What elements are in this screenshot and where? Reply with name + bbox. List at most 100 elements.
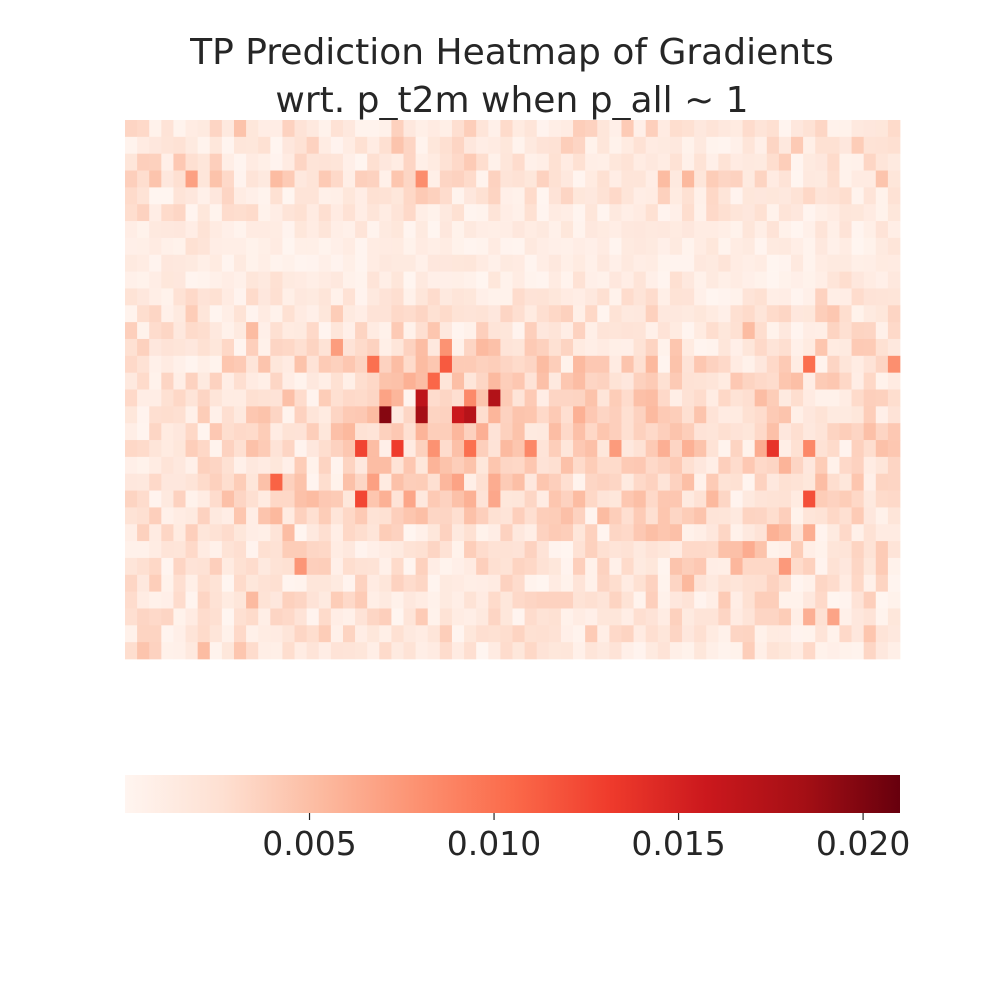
heatmap-cell <box>137 338 150 357</box>
heatmap-cell <box>221 237 235 256</box>
heatmap-cell <box>815 507 828 525</box>
heatmap-cell <box>536 490 550 508</box>
heatmap-cell <box>246 170 259 188</box>
heatmap-cell <box>887 372 901 390</box>
heatmap-cell <box>815 271 828 289</box>
heatmap-cell <box>355 608 368 626</box>
heatmap-cell <box>427 473 441 491</box>
heatmap-cell <box>391 423 404 441</box>
heatmap-cell <box>803 288 816 306</box>
heatmap-cell <box>125 406 138 424</box>
heatmap-cell <box>464 440 477 458</box>
heatmap-cell <box>306 473 320 491</box>
heatmap-cell <box>573 322 586 340</box>
heatmap-cell <box>682 557 695 576</box>
heatmap-cell <box>754 170 768 188</box>
heatmap-cell <box>754 642 768 660</box>
heatmap-cell <box>536 574 550 592</box>
heatmap-cell <box>149 305 162 323</box>
heatmap-cell <box>306 254 320 272</box>
heatmap-cell <box>887 254 901 272</box>
heatmap-cell <box>427 507 441 525</box>
heatmap-cell <box>694 153 707 171</box>
heatmap-cell <box>367 557 380 576</box>
heatmap-cell <box>863 322 877 340</box>
heatmap-cell <box>851 372 865 390</box>
heatmap-cell <box>149 507 162 525</box>
heatmap-cell <box>524 170 538 188</box>
heatmap-cell <box>718 120 731 138</box>
heatmap-cell <box>451 456 465 475</box>
heatmap-cell <box>209 625 223 643</box>
heatmap-cell <box>524 389 538 407</box>
heatmap-cell <box>318 322 332 340</box>
heatmap-cell <box>875 608 889 626</box>
heatmap-cell <box>355 136 368 155</box>
heatmap-cell <box>682 507 695 525</box>
heatmap-cell <box>125 254 138 272</box>
heatmap-cell <box>464 507 477 525</box>
heatmap-cell <box>766 440 780 458</box>
heatmap-cell <box>294 456 307 475</box>
heatmap-cell <box>609 524 622 542</box>
heatmap-cell <box>185 524 199 542</box>
heatmap-cell <box>766 221 780 239</box>
heatmap-cell <box>464 254 477 272</box>
heatmap-cell <box>427 490 441 508</box>
heatmap-cell <box>887 406 901 424</box>
heatmap-cell <box>827 136 840 155</box>
heatmap-cell <box>718 591 731 609</box>
heatmap-cell <box>694 136 707 155</box>
heatmap-cell <box>391 136 404 155</box>
heatmap-cell <box>488 254 501 272</box>
heatmap-cell <box>742 338 756 357</box>
heatmap-cell <box>694 237 707 256</box>
heatmap-cell <box>791 440 804 458</box>
heatmap-cell <box>294 507 307 525</box>
heatmap-cell <box>161 288 174 306</box>
heatmap-cell <box>355 406 368 424</box>
heatmap-cell <box>415 153 429 171</box>
heatmap-cell <box>839 524 852 542</box>
heatmap-cell <box>791 557 804 576</box>
heatmap-cell <box>803 389 816 407</box>
heatmap-cell <box>621 473 634 491</box>
heatmap-cell <box>488 574 501 592</box>
heatmap-cell <box>306 153 320 171</box>
heatmap-cell <box>887 524 901 542</box>
heatmap-cell <box>403 541 416 559</box>
heatmap-cell <box>718 288 731 306</box>
heatmap-cell <box>609 322 622 340</box>
heatmap-cell <box>827 120 840 138</box>
heatmap-cell <box>706 507 719 525</box>
heatmap-cell <box>815 642 828 660</box>
heatmap-cell <box>597 473 610 491</box>
heatmap-cell <box>548 608 562 626</box>
heatmap-cell <box>476 136 489 155</box>
heatmap-cell <box>851 574 865 592</box>
heatmap-cell <box>863 608 877 626</box>
heatmap-cell <box>282 288 295 306</box>
heatmap-cell <box>730 557 743 576</box>
heatmap-cell <box>742 423 756 441</box>
heatmap-cell <box>379 473 392 491</box>
heatmap-cell <box>161 221 174 239</box>
heatmap-cell <box>355 271 368 289</box>
heatmap-cell <box>451 440 465 458</box>
heatmap-cell <box>379 490 392 508</box>
heatmap-cell <box>524 305 538 323</box>
heatmap-cell <box>318 507 332 525</box>
heatmap-cell <box>125 204 138 222</box>
heatmap-cell <box>173 625 186 643</box>
heatmap-cell <box>209 557 223 576</box>
heatmap-cell <box>221 153 235 171</box>
heatmap-cell <box>439 524 453 542</box>
heatmap-cell <box>875 305 889 323</box>
heatmap-cell <box>669 136 683 155</box>
heatmap-cell <box>887 456 901 475</box>
heatmap-cell <box>233 473 247 491</box>
heatmap-cell <box>342 271 356 289</box>
heatmap-cell <box>791 642 804 660</box>
heatmap-cell <box>185 490 199 508</box>
heatmap-cell <box>754 271 768 289</box>
